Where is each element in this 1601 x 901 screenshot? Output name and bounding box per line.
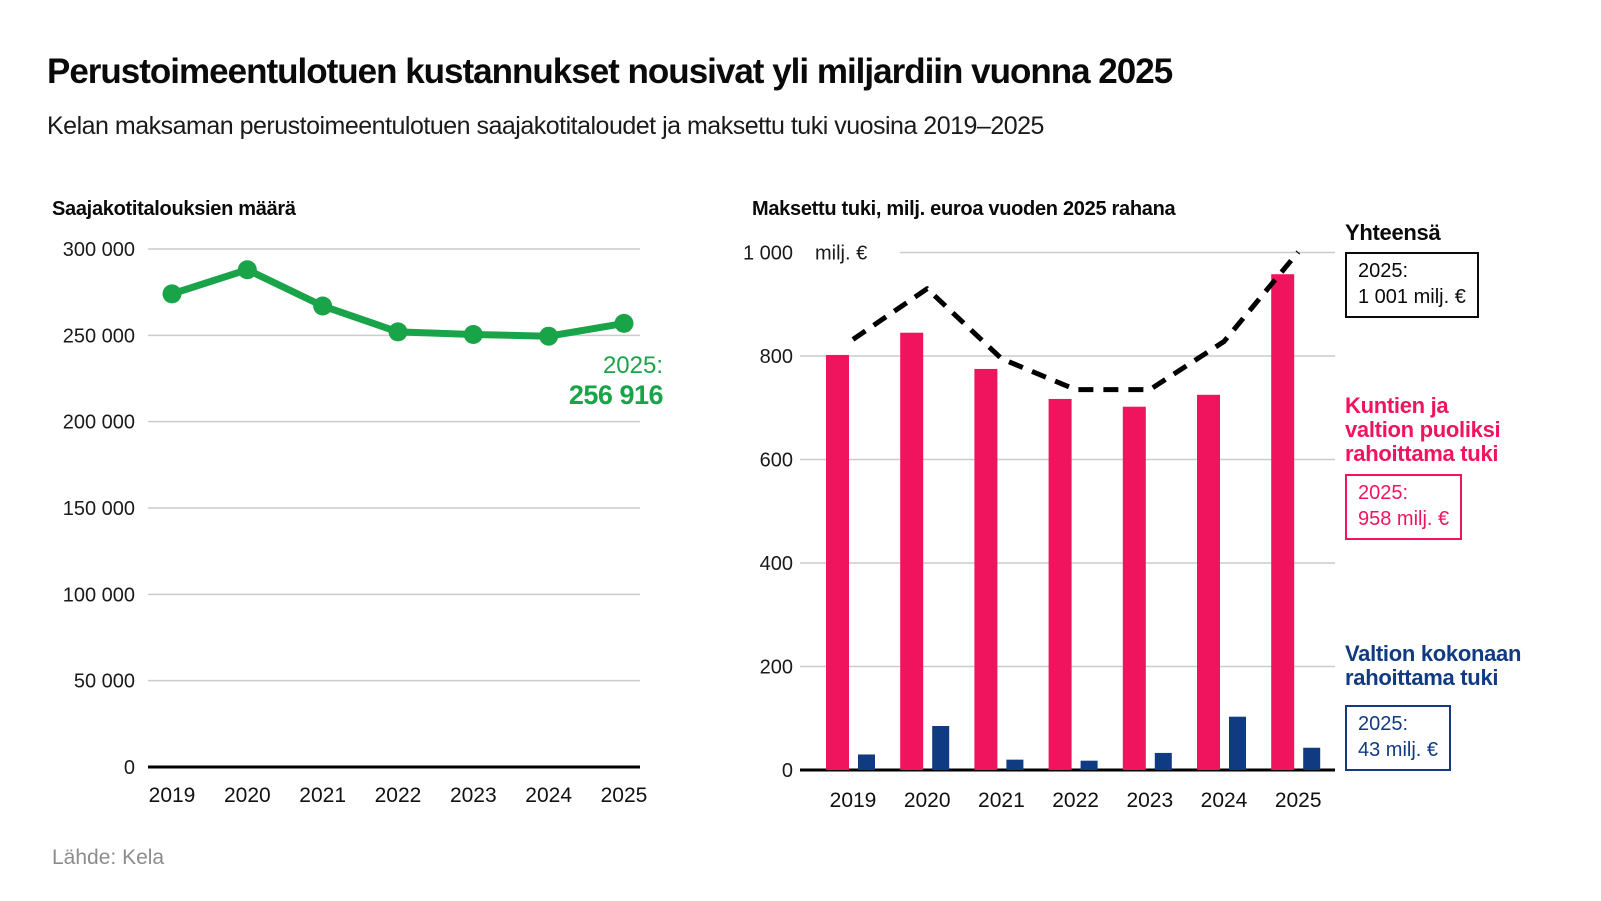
line-chart-canvas: 300 000 250 000 200 000 150 000 100 000 50 00… xyxy=(63,239,648,807)
bar-state-full xyxy=(858,754,875,770)
x-axis-tick-label: 2025 xyxy=(601,784,648,807)
bar-municipal-state-half xyxy=(900,332,924,770)
x-axis-tick-label: 2024 xyxy=(1201,789,1248,812)
data-point xyxy=(539,326,559,346)
legend-total-box: 2025: 1 001 milj. € xyxy=(1345,252,1479,318)
bar-state-full xyxy=(1303,747,1321,770)
bar-chart-canvas: 1 000 milj. € 800 600 400 200 0 2019 2020 2021 202… xyxy=(743,243,1335,812)
legend-municipal-box-year: 2025: xyxy=(1358,482,1409,504)
bar-municipal-state-half xyxy=(1197,394,1220,770)
legend-municipal-heading-line3: rahoittama tuki xyxy=(1345,441,1499,466)
y-axis-tick-label: 250 000 xyxy=(63,325,135,347)
legend-total-box-value: 1 001 milj. € xyxy=(1358,286,1466,308)
y-axis-tick-label: 300 000 xyxy=(63,239,135,261)
annotation-year-label: 2025: xyxy=(602,352,663,379)
legend-municipal-heading-line1: Kuntien ja xyxy=(1345,393,1449,418)
bar-municipal-state-half xyxy=(974,368,998,770)
bar-chart-title: Maksettu tuki, milj. euroa vuoden 2025 r… xyxy=(752,198,1176,220)
x-axis-tick-label: 2023 xyxy=(1126,789,1173,812)
bar-state-full xyxy=(932,726,950,770)
x-axis-tick-label: 2019 xyxy=(830,789,877,812)
data-point xyxy=(162,284,182,304)
legend-state-box-value: 43 milj. € xyxy=(1358,739,1439,761)
data-point xyxy=(313,296,333,316)
legend-state-box: 2025: 43 milj. € xyxy=(1345,705,1452,771)
bar-municipal-state-half xyxy=(1271,274,1295,770)
line-chart-2025-annotation: 2025: 256 916 xyxy=(437,352,664,411)
data-point xyxy=(388,322,408,342)
x-axis-tick-label: 2020 xyxy=(224,784,271,807)
legend-municipal-box: 2025: 958 milj. € xyxy=(1345,474,1463,540)
x-axis-tick-label: 2024 xyxy=(525,784,572,807)
bar-state-full xyxy=(1006,759,1024,770)
legend-state-heading-line1: Valtion kokonaan xyxy=(1345,641,1522,666)
legend-column: Yhteensä 2025: 1 001 milj. € Kuntien ja … xyxy=(1345,0,1601,901)
legend-municipal-heading-line2: valtion puoliksi xyxy=(1345,417,1501,442)
x-axis-tick-label: 2019 xyxy=(149,784,196,807)
y-axis-tick-label: 800 xyxy=(760,346,793,368)
y-axis-tick-label: 50 000 xyxy=(74,671,135,693)
x-axis-tick-label: 2021 xyxy=(978,789,1025,812)
annotation-value-label: 256 916 xyxy=(568,379,664,410)
data-point xyxy=(237,260,257,280)
bar-state-full xyxy=(1154,752,1172,770)
x-axis-tick-label: 2025 xyxy=(1275,789,1322,812)
y-axis-tick-label: 600 xyxy=(760,450,793,472)
bar-municipal-state-half xyxy=(1048,398,1072,770)
y-axis-tick-label: 0 xyxy=(782,760,793,782)
y-axis-tick-label: 400 xyxy=(760,553,793,575)
y-axis-unit-label: milj. € xyxy=(815,243,867,265)
y-axis-tick-label: 150 000 xyxy=(63,498,135,520)
data-point xyxy=(463,324,483,344)
legend-municipal-heading: Kuntien ja valtion puoliksi rahoittama t… xyxy=(1345,393,1501,466)
y-axis-tick-label: 100 000 xyxy=(63,584,135,606)
x-axis-tick-label: 2023 xyxy=(450,784,497,807)
y-axis-tick-label: 200 xyxy=(760,657,793,679)
x-axis-tick-label: 2020 xyxy=(904,789,951,812)
total-dashed-line xyxy=(851,250,1301,393)
bar-state-full xyxy=(1080,760,1098,770)
legend-state-heading-line2: rahoittama tuki xyxy=(1345,665,1499,690)
legend-state-heading: Valtion kokonaan rahoittama tuki xyxy=(1345,642,1521,690)
bar-municipal-state-half xyxy=(1122,406,1146,770)
page-subtitle: Kelan maksaman perustoimeentulotuen saaj… xyxy=(47,112,1044,140)
x-axis-tick-label: 2022 xyxy=(1052,789,1099,812)
legend-total-heading: Yhteensä xyxy=(1345,220,1441,245)
x-axis-tick-label: 2021 xyxy=(299,784,346,807)
y-axis-tick-label: 200 000 xyxy=(63,412,135,434)
source-note: Lähde: Kela xyxy=(52,846,165,869)
bar-municipal-state-half xyxy=(826,354,849,770)
households-line-chart: Saajakotitalouksien määrä 300 000 250 000… xyxy=(47,195,707,855)
y-axis-tick-label: 1 000 xyxy=(743,243,793,265)
legend-municipal-box-value: 958 milj. € xyxy=(1358,508,1450,530)
bar-state-full xyxy=(1229,716,1246,770)
paid-support-bar-chart: Maksettu tuki, milj. euroa vuoden 2025 r… xyxy=(735,195,1363,855)
legend-state-box-year: 2025: xyxy=(1358,713,1409,735)
legend-total-box-year: 2025: xyxy=(1358,260,1409,282)
line-chart-title: Saajakotitalouksien määrä xyxy=(52,198,296,220)
y-axis-tick-label: 0 xyxy=(124,757,135,779)
data-point xyxy=(614,313,634,333)
page-title: Perustoimeentulotuen kustannukset nousiv… xyxy=(47,52,1173,91)
x-axis-tick-label: 2022 xyxy=(375,784,422,807)
